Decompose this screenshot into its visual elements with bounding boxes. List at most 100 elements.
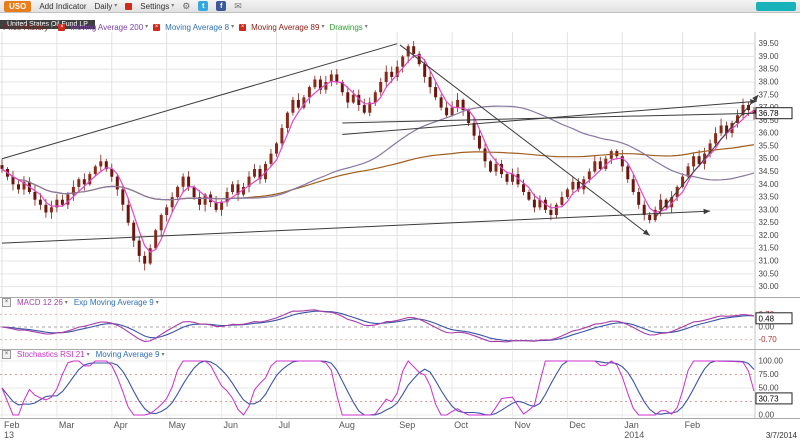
ma8-label: Moving Average 8 bbox=[165, 22, 230, 32]
toolbar: USO Add Indicator Daily ▾ Settings ▾ ⚙ t… bbox=[0, 0, 800, 13]
macd-chart[interactable]: 0.700.00-0.700.48 bbox=[0, 297, 800, 349]
svg-text:33.00: 33.00 bbox=[759, 205, 780, 214]
stoch-ma-dropdown[interactable]: Moving Average 9 ▾ bbox=[96, 350, 165, 359]
chevron-down-icon: ▾ bbox=[50, 24, 54, 30]
svg-text:39.00: 39.00 bbox=[759, 52, 780, 61]
settings-button[interactable]: Settings ▾ bbox=[140, 2, 174, 11]
price-history-dropdown[interactable]: Price History ▾ bbox=[3, 23, 53, 32]
drawings-label: Drawings bbox=[329, 22, 363, 32]
drawings-dropdown[interactable]: Drawings ▾ bbox=[329, 23, 367, 32]
svg-text:33.50: 33.50 bbox=[759, 193, 780, 202]
svg-text:37.50: 37.50 bbox=[759, 90, 780, 99]
price-legend: Price History ▾ × Moving Average 200 ▾ ×… bbox=[0, 22, 800, 32]
chevron-down-icon: ▾ bbox=[364, 24, 368, 30]
svg-text:-0.70: -0.70 bbox=[759, 335, 778, 344]
svg-text:75.00: 75.00 bbox=[759, 370, 780, 379]
chevron-down-icon: ▾ bbox=[231, 24, 235, 30]
macd-signal-dropdown[interactable]: Exp Moving Average 9 ▾ bbox=[74, 298, 159, 307]
svg-text:May: May bbox=[169, 420, 187, 430]
svg-text:31.50: 31.50 bbox=[759, 244, 780, 253]
ma200-dropdown[interactable]: Moving Average 200 ▾ bbox=[70, 23, 148, 32]
svg-text:35.00: 35.00 bbox=[759, 154, 780, 163]
ma89-label: Moving Average 89 bbox=[251, 22, 320, 32]
svg-text:13: 13 bbox=[4, 430, 14, 440]
stoch-ma-label: Moving Average 9 bbox=[95, 350, 160, 359]
svg-text:Feb: Feb bbox=[4, 420, 20, 430]
email-icon[interactable]: ✉ bbox=[234, 0, 242, 11]
svg-text:35.50: 35.50 bbox=[759, 141, 780, 150]
gear-icon[interactable]: ⚙ bbox=[182, 0, 191, 11]
svg-text:30.00: 30.00 bbox=[759, 282, 780, 291]
chevron-down-icon: ▾ bbox=[171, 3, 175, 9]
svg-text:36.50: 36.50 bbox=[759, 116, 780, 125]
svg-text:38.50: 38.50 bbox=[759, 65, 780, 74]
record-icon[interactable] bbox=[125, 2, 133, 10]
symbol-name: United States Oil Fund LP bbox=[0, 20, 95, 29]
ma89-dropdown[interactable]: Moving Average 89 ▾ bbox=[251, 23, 324, 32]
svg-text:32.00: 32.00 bbox=[759, 231, 780, 240]
facebook-icon[interactable]: f bbox=[216, 1, 227, 11]
svg-text:Dec: Dec bbox=[569, 420, 586, 430]
close-icon[interactable]: × bbox=[2, 350, 11, 359]
remove-indicator-icon[interactable]: × bbox=[153, 23, 161, 31]
svg-text:0.00: 0.00 bbox=[759, 411, 775, 419]
svg-text:Oct: Oct bbox=[454, 420, 469, 430]
svg-text:Aug: Aug bbox=[339, 420, 355, 430]
svg-text:36.00: 36.00 bbox=[759, 129, 780, 138]
remove-indicator-icon[interactable]: × bbox=[239, 23, 247, 31]
svg-text:39.50: 39.50 bbox=[759, 39, 780, 48]
timeframe-dropdown[interactable]: Daily ▾ bbox=[94, 2, 117, 11]
ma8-dropdown[interactable]: Moving Average 8 ▾ bbox=[165, 23, 234, 32]
add-indicator-label: Add Indicator bbox=[39, 1, 87, 11]
svg-text:Sep: Sep bbox=[399, 420, 415, 430]
chevron-down-icon: ▾ bbox=[114, 3, 118, 9]
symbol-badge[interactable]: USO bbox=[4, 0, 32, 12]
chevron-down-icon: ▾ bbox=[145, 24, 149, 30]
svg-text:30.50: 30.50 bbox=[759, 269, 780, 278]
svg-text:34.50: 34.50 bbox=[759, 167, 780, 176]
svg-text:0.48: 0.48 bbox=[759, 314, 775, 323]
twitter-icon[interactable]: t bbox=[198, 1, 209, 11]
svg-text:50.00: 50.00 bbox=[759, 384, 780, 393]
svg-text:Mar: Mar bbox=[59, 420, 75, 430]
brand-badge[interactable] bbox=[756, 1, 796, 11]
close-icon[interactable]: × bbox=[2, 298, 11, 307]
svg-text:30.73: 30.73 bbox=[759, 394, 780, 403]
chevron-down-icon: ▾ bbox=[321, 24, 325, 30]
svg-text:100.00: 100.00 bbox=[759, 357, 784, 366]
svg-text:31.00: 31.00 bbox=[759, 257, 780, 266]
svg-text:36.78: 36.78 bbox=[759, 109, 780, 118]
stoch-label: Stochastics RSI 21 bbox=[17, 350, 85, 359]
svg-text:Feb: Feb bbox=[685, 420, 701, 430]
stoch-legend: × Stochastics RSI 21 ▾ Moving Average 9 … bbox=[2, 350, 165, 359]
macd-signal-label: Exp Moving Average 9 bbox=[73, 298, 154, 307]
remove-indicator-icon[interactable]: × bbox=[58, 23, 66, 31]
price-history-label: Price History bbox=[3, 22, 49, 32]
timeframe-label: Daily bbox=[94, 1, 113, 11]
stoch-dropdown[interactable]: Stochastics RSI 21 ▾ bbox=[17, 350, 90, 359]
chevron-down-icon: ▾ bbox=[86, 351, 90, 358]
macd-label: MACD 12 26 bbox=[17, 298, 63, 307]
svg-text:Apr: Apr bbox=[114, 420, 128, 430]
chevron-down-icon: ▾ bbox=[155, 299, 159, 306]
chevron-down-icon: ▾ bbox=[64, 299, 68, 306]
macd-legend: × MACD 12 26 ▾ Exp Moving Average 9 ▾ bbox=[2, 298, 159, 307]
svg-text:3/7/2014: 3/7/2014 bbox=[766, 431, 798, 440]
price-chart[interactable]: 39.5039.0038.5038.0037.5037.0036.5036.00… bbox=[0, 32, 800, 297]
svg-text:34.00: 34.00 bbox=[759, 180, 780, 189]
macd-dropdown[interactable]: MACD 12 26 ▾ bbox=[17, 298, 68, 307]
svg-text:Jan: Jan bbox=[624, 420, 639, 430]
symbol-strip: United States Oil Fund LP bbox=[0, 13, 800, 29]
svg-text:Jun: Jun bbox=[224, 420, 239, 430]
svg-text:32.50: 32.50 bbox=[759, 218, 780, 227]
svg-text:Jul: Jul bbox=[278, 420, 290, 430]
svg-text:2014: 2014 bbox=[624, 430, 644, 440]
svg-text:38.00: 38.00 bbox=[759, 78, 780, 87]
chevron-down-icon: ▾ bbox=[161, 351, 165, 358]
add-indicator-button[interactable]: Add Indicator bbox=[39, 2, 86, 11]
ma200-label: Moving Average 200 bbox=[70, 22, 144, 32]
